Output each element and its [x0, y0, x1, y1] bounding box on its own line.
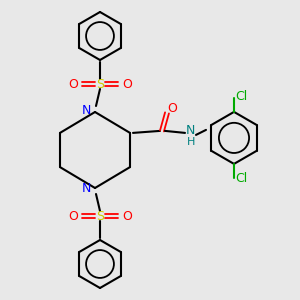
Text: Cl: Cl	[235, 172, 247, 185]
Text: O: O	[167, 102, 177, 116]
Text: N: N	[81, 182, 91, 196]
Text: O: O	[122, 209, 132, 223]
Text: Cl: Cl	[235, 90, 247, 104]
Text: N: N	[81, 104, 91, 118]
Text: O: O	[122, 77, 132, 91]
Text: S: S	[96, 77, 104, 91]
Text: O: O	[68, 77, 78, 91]
Text: N: N	[185, 124, 195, 137]
Text: S: S	[96, 209, 104, 223]
Text: O: O	[68, 209, 78, 223]
Text: H: H	[187, 137, 195, 147]
